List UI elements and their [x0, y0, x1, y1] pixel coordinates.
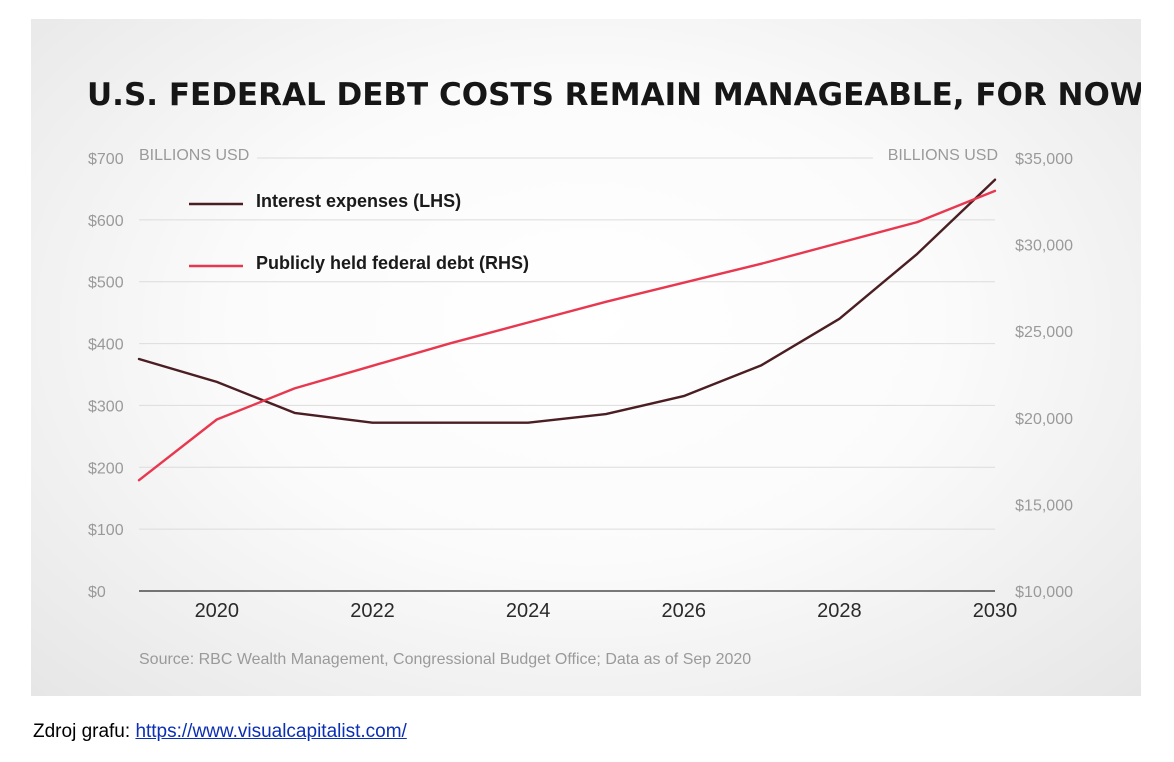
left-tick-label: $0: [88, 584, 106, 601]
right-tick-label: $10,000: [1015, 584, 1073, 601]
right-tick-label: $35,000: [1015, 151, 1073, 168]
left-tick-label: $200: [88, 460, 124, 477]
left-axis-ticks: $0 $100 $200 $300 $400 $500 $600 $700: [88, 151, 124, 601]
x-tick-label: 2024: [506, 600, 551, 622]
left-tick-label: $500: [88, 275, 124, 292]
left-axis-label: BILLIONS USD: [139, 147, 249, 164]
right-tick-label: $30,000: [1015, 238, 1073, 255]
source-link[interactable]: https://www.visualcapitalist.com/: [135, 721, 407, 742]
footer: Zdroj grafu: https://www.visualcapitalis…: [33, 721, 407, 743]
legend-label-debt: Publicly held federal debt (RHS): [256, 253, 529, 273]
right-tick-label: $20,000: [1015, 411, 1073, 428]
x-tick-label: 2028: [817, 600, 862, 622]
chart-panel: U.S. FEDERAL DEBT COSTS REMAIN MANAGEABL…: [31, 19, 1141, 696]
series-line-interest: [137, 178, 997, 424]
left-tick-label: $600: [88, 213, 124, 230]
right-axis-label: BILLIONS USD: [888, 147, 998, 164]
x-axis-ticks: 2020 2022 2024 2026 2028 2030: [195, 600, 1018, 622]
line-chart: U.S. FEDERAL DEBT COSTS REMAIN MANAGEABL…: [87, 77, 1141, 668]
source-note: Source: RBC Wealth Management, Congressi…: [139, 651, 751, 668]
left-tick-label: $400: [88, 337, 124, 354]
x-tick-label: 2030: [973, 600, 1018, 622]
legend-label-interest: Interest expenses (LHS): [256, 191, 461, 211]
chart-title: U.S. FEDERAL DEBT COSTS REMAIN MANAGEABL…: [87, 77, 1141, 113]
left-tick-label: $100: [88, 522, 124, 539]
x-tick-label: 2020: [195, 600, 240, 622]
series-layer: [137, 178, 997, 482]
left-tick-label: $700: [88, 151, 124, 168]
footer-label: Zdroj grafu:: [33, 721, 131, 742]
series-line-debt: [137, 189, 997, 482]
right-axis-ticks: $10,000 $15,000 $20,000 $25,000 $30,000 $35,0…: [1015, 151, 1073, 601]
x-tick-label: 2022: [350, 600, 395, 622]
legend: Interest expenses (LHS) Publicly held fe…: [189, 191, 529, 273]
left-tick-label: $300: [88, 398, 124, 415]
x-tick-label: 2026: [661, 600, 706, 622]
right-tick-label: $25,000: [1015, 324, 1073, 341]
right-tick-label: $15,000: [1015, 497, 1073, 514]
gridlines: [139, 157, 995, 530]
